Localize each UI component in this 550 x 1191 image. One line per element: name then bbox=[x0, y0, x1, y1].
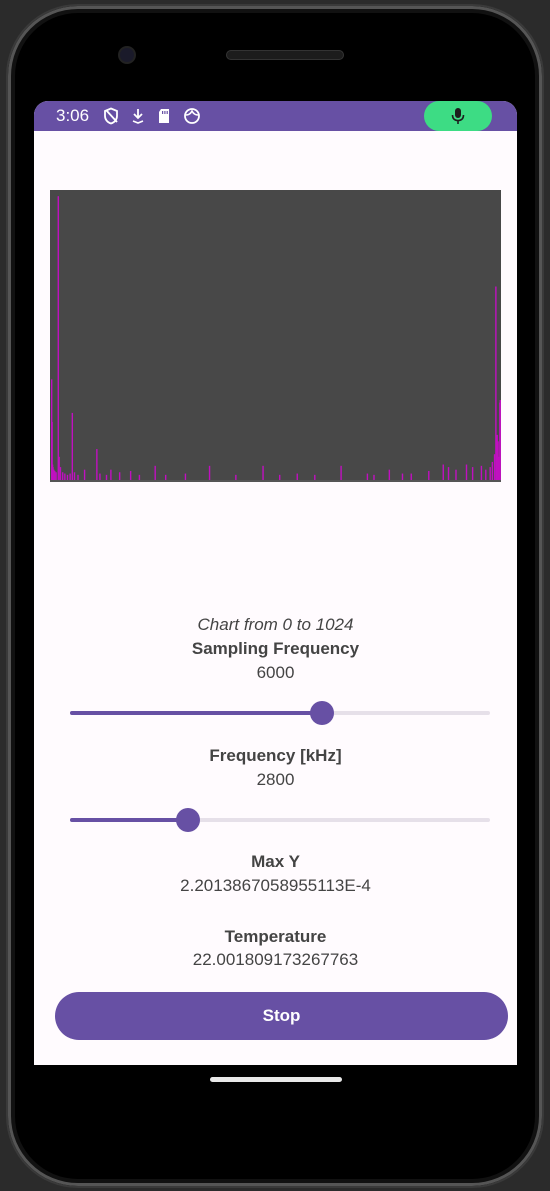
spectrum-bar bbox=[401, 473, 404, 480]
spectrum-bar bbox=[485, 469, 487, 480]
app-screen: 3:06 bbox=[34, 101, 517, 1065]
spectrum-bar bbox=[51, 421, 53, 480]
spectrum-bar bbox=[496, 434, 498, 480]
gesture-nav-bar[interactable] bbox=[210, 1077, 342, 1082]
frequency-slider[interactable] bbox=[70, 808, 490, 832]
frequency-value: 2800 bbox=[256, 770, 295, 789]
spectrum-bar bbox=[208, 465, 211, 480]
spectrum-bar bbox=[61, 472, 64, 480]
spectrum-bar bbox=[59, 467, 62, 480]
spectrum-bar bbox=[340, 465, 342, 480]
max-y-label: Max Y bbox=[251, 852, 300, 871]
spectrum-bar bbox=[388, 469, 391, 480]
chart-baseline bbox=[50, 480, 501, 482]
spectrum-bar bbox=[495, 286, 497, 480]
sampling-frequency-label: Sampling Frequency bbox=[191, 639, 360, 658]
spectrum-bar bbox=[71, 412, 74, 480]
spectrum-bar bbox=[262, 465, 264, 480]
spectrum-bar bbox=[442, 464, 444, 480]
status-time: 3:06 bbox=[56, 106, 90, 125]
front-camera bbox=[120, 48, 134, 62]
spectrum-bar bbox=[465, 464, 468, 480]
spectrum-bar bbox=[58, 456, 60, 480]
chart-background bbox=[50, 190, 501, 482]
spectrum-bar bbox=[105, 474, 108, 480]
spectrum-bar bbox=[52, 467, 54, 480]
slider-thumb[interactable] bbox=[310, 701, 334, 725]
spectrum-bar bbox=[314, 474, 316, 480]
spectrum-bar bbox=[366, 473, 369, 480]
face-icon bbox=[184, 108, 200, 124]
spectrum-bar bbox=[83, 469, 86, 480]
spectrum-bar bbox=[491, 461, 494, 480]
temperature-label: Temperature bbox=[224, 927, 327, 946]
spectrum-bar bbox=[184, 473, 187, 480]
frequency-label: Frequency [kHz] bbox=[209, 746, 342, 765]
earpiece-speaker bbox=[226, 50, 344, 60]
sd-card-icon bbox=[159, 109, 169, 123]
spectrum-bar bbox=[118, 472, 121, 480]
slider-active-track bbox=[70, 711, 322, 715]
spectrum-bar bbox=[489, 467, 491, 480]
mic-icon bbox=[451, 108, 465, 124]
spectrum-bar bbox=[471, 467, 474, 480]
spectrum-bar bbox=[99, 473, 101, 480]
spectrum-bar bbox=[279, 474, 281, 480]
spectrum-bar bbox=[235, 474, 237, 480]
max-y-value: 2.2013867058955113E-4 bbox=[180, 876, 371, 895]
spectrum-bar bbox=[129, 470, 132, 480]
chart-range-caption: Chart from 0 to 1024 bbox=[197, 615, 354, 634]
spectrum-bar bbox=[447, 467, 450, 480]
slider-thumb[interactable] bbox=[175, 808, 200, 832]
spectrum-bar bbox=[73, 472, 76, 480]
mic-indicator bbox=[424, 101, 492, 131]
spectrum-bar bbox=[165, 474, 167, 480]
sampling-frequency-value: 6000 bbox=[256, 663, 295, 682]
spectrum-bar bbox=[480, 465, 483, 480]
temperature-value: 22.001809173267763 bbox=[192, 950, 359, 969]
spectrum-bar bbox=[96, 449, 98, 480]
download-icon bbox=[132, 109, 144, 124]
slider-track[interactable] bbox=[70, 818, 490, 822]
spectrum-bar bbox=[54, 470, 56, 480]
status-bar: 3:06 bbox=[34, 101, 517, 131]
sampling-frequency-slider[interactable] bbox=[70, 701, 490, 725]
spectrum-bar bbox=[55, 472, 57, 480]
spectrum-bar bbox=[493, 454, 496, 480]
stop-button[interactable]: Stop bbox=[55, 992, 508, 1040]
spectrum-bar bbox=[53, 469, 55, 480]
spectrum-bar bbox=[497, 441, 499, 480]
spectrum-bar bbox=[110, 469, 112, 480]
spectrum-bar bbox=[69, 473, 71, 480]
spectrum-bar bbox=[498, 456, 500, 480]
spectrum-bar bbox=[154, 465, 156, 480]
spectrum-chart bbox=[50, 190, 501, 482]
spectrum-bar bbox=[66, 474, 69, 480]
spectrum-bar bbox=[57, 196, 59, 480]
spectrum-bar bbox=[499, 400, 501, 480]
spectrum-bar bbox=[64, 473, 66, 480]
spectrum-bar bbox=[138, 474, 141, 480]
spectrum-bar bbox=[77, 474, 79, 480]
slider-active-track bbox=[70, 818, 188, 822]
spectrum-bar bbox=[428, 470, 430, 480]
spectrum-bar bbox=[455, 469, 457, 480]
shield-icon bbox=[104, 107, 118, 125]
spectrum-bar bbox=[410, 473, 412, 480]
spectrum-bar bbox=[373, 474, 375, 480]
spectrum-bar bbox=[296, 473, 298, 480]
